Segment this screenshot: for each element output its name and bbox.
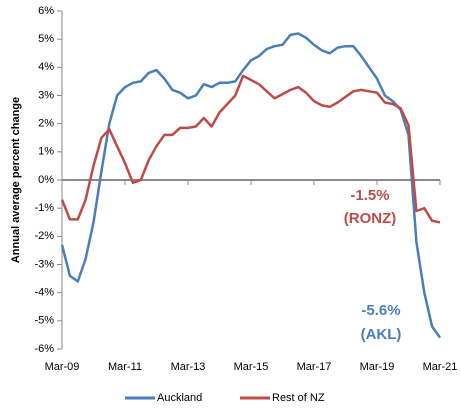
x-tick-label: Mar-19 [360, 361, 395, 373]
y-tick-label: -3% [34, 258, 54, 270]
legend-label: Rest of NZ [272, 392, 325, 404]
y-tick-label: 4% [38, 61, 54, 73]
y-axis-label: Annual average percent change [10, 97, 22, 263]
x-tick-label: Mar-21 [423, 361, 458, 373]
annotation: (RONZ) [344, 210, 397, 227]
x-tick-label: Mar-13 [171, 361, 206, 373]
y-tick-label: 6% [38, 5, 54, 17]
y-tick-label: 3% [38, 89, 54, 101]
y-tick-label: -4% [34, 287, 54, 299]
y-tick-label: -6% [34, 343, 54, 355]
series-line [60, 74, 441, 224]
y-tick-label: 0% [38, 174, 54, 186]
annotation: -1.5% [350, 187, 389, 204]
legend-label: Auckland [157, 392, 202, 404]
x-tick-label: Mar-09 [45, 361, 80, 373]
y-tick-label: -1% [34, 202, 54, 214]
annotation: (AKL) [361, 326, 402, 343]
y-tick-label: 2% [38, 118, 54, 130]
y-tick-label: 5% [38, 33, 54, 45]
x-tick-label: Mar-15 [234, 361, 269, 373]
x-tick-label: Mar-11 [108, 361, 142, 373]
x-tick-label: Mar-17 [297, 361, 332, 373]
y-tick-label: -5% [34, 315, 54, 327]
series-line [60, 32, 442, 339]
annotation: -5.6% [361, 302, 400, 319]
y-tick-label: -2% [34, 230, 54, 242]
y-tick-label: 1% [38, 146, 54, 158]
